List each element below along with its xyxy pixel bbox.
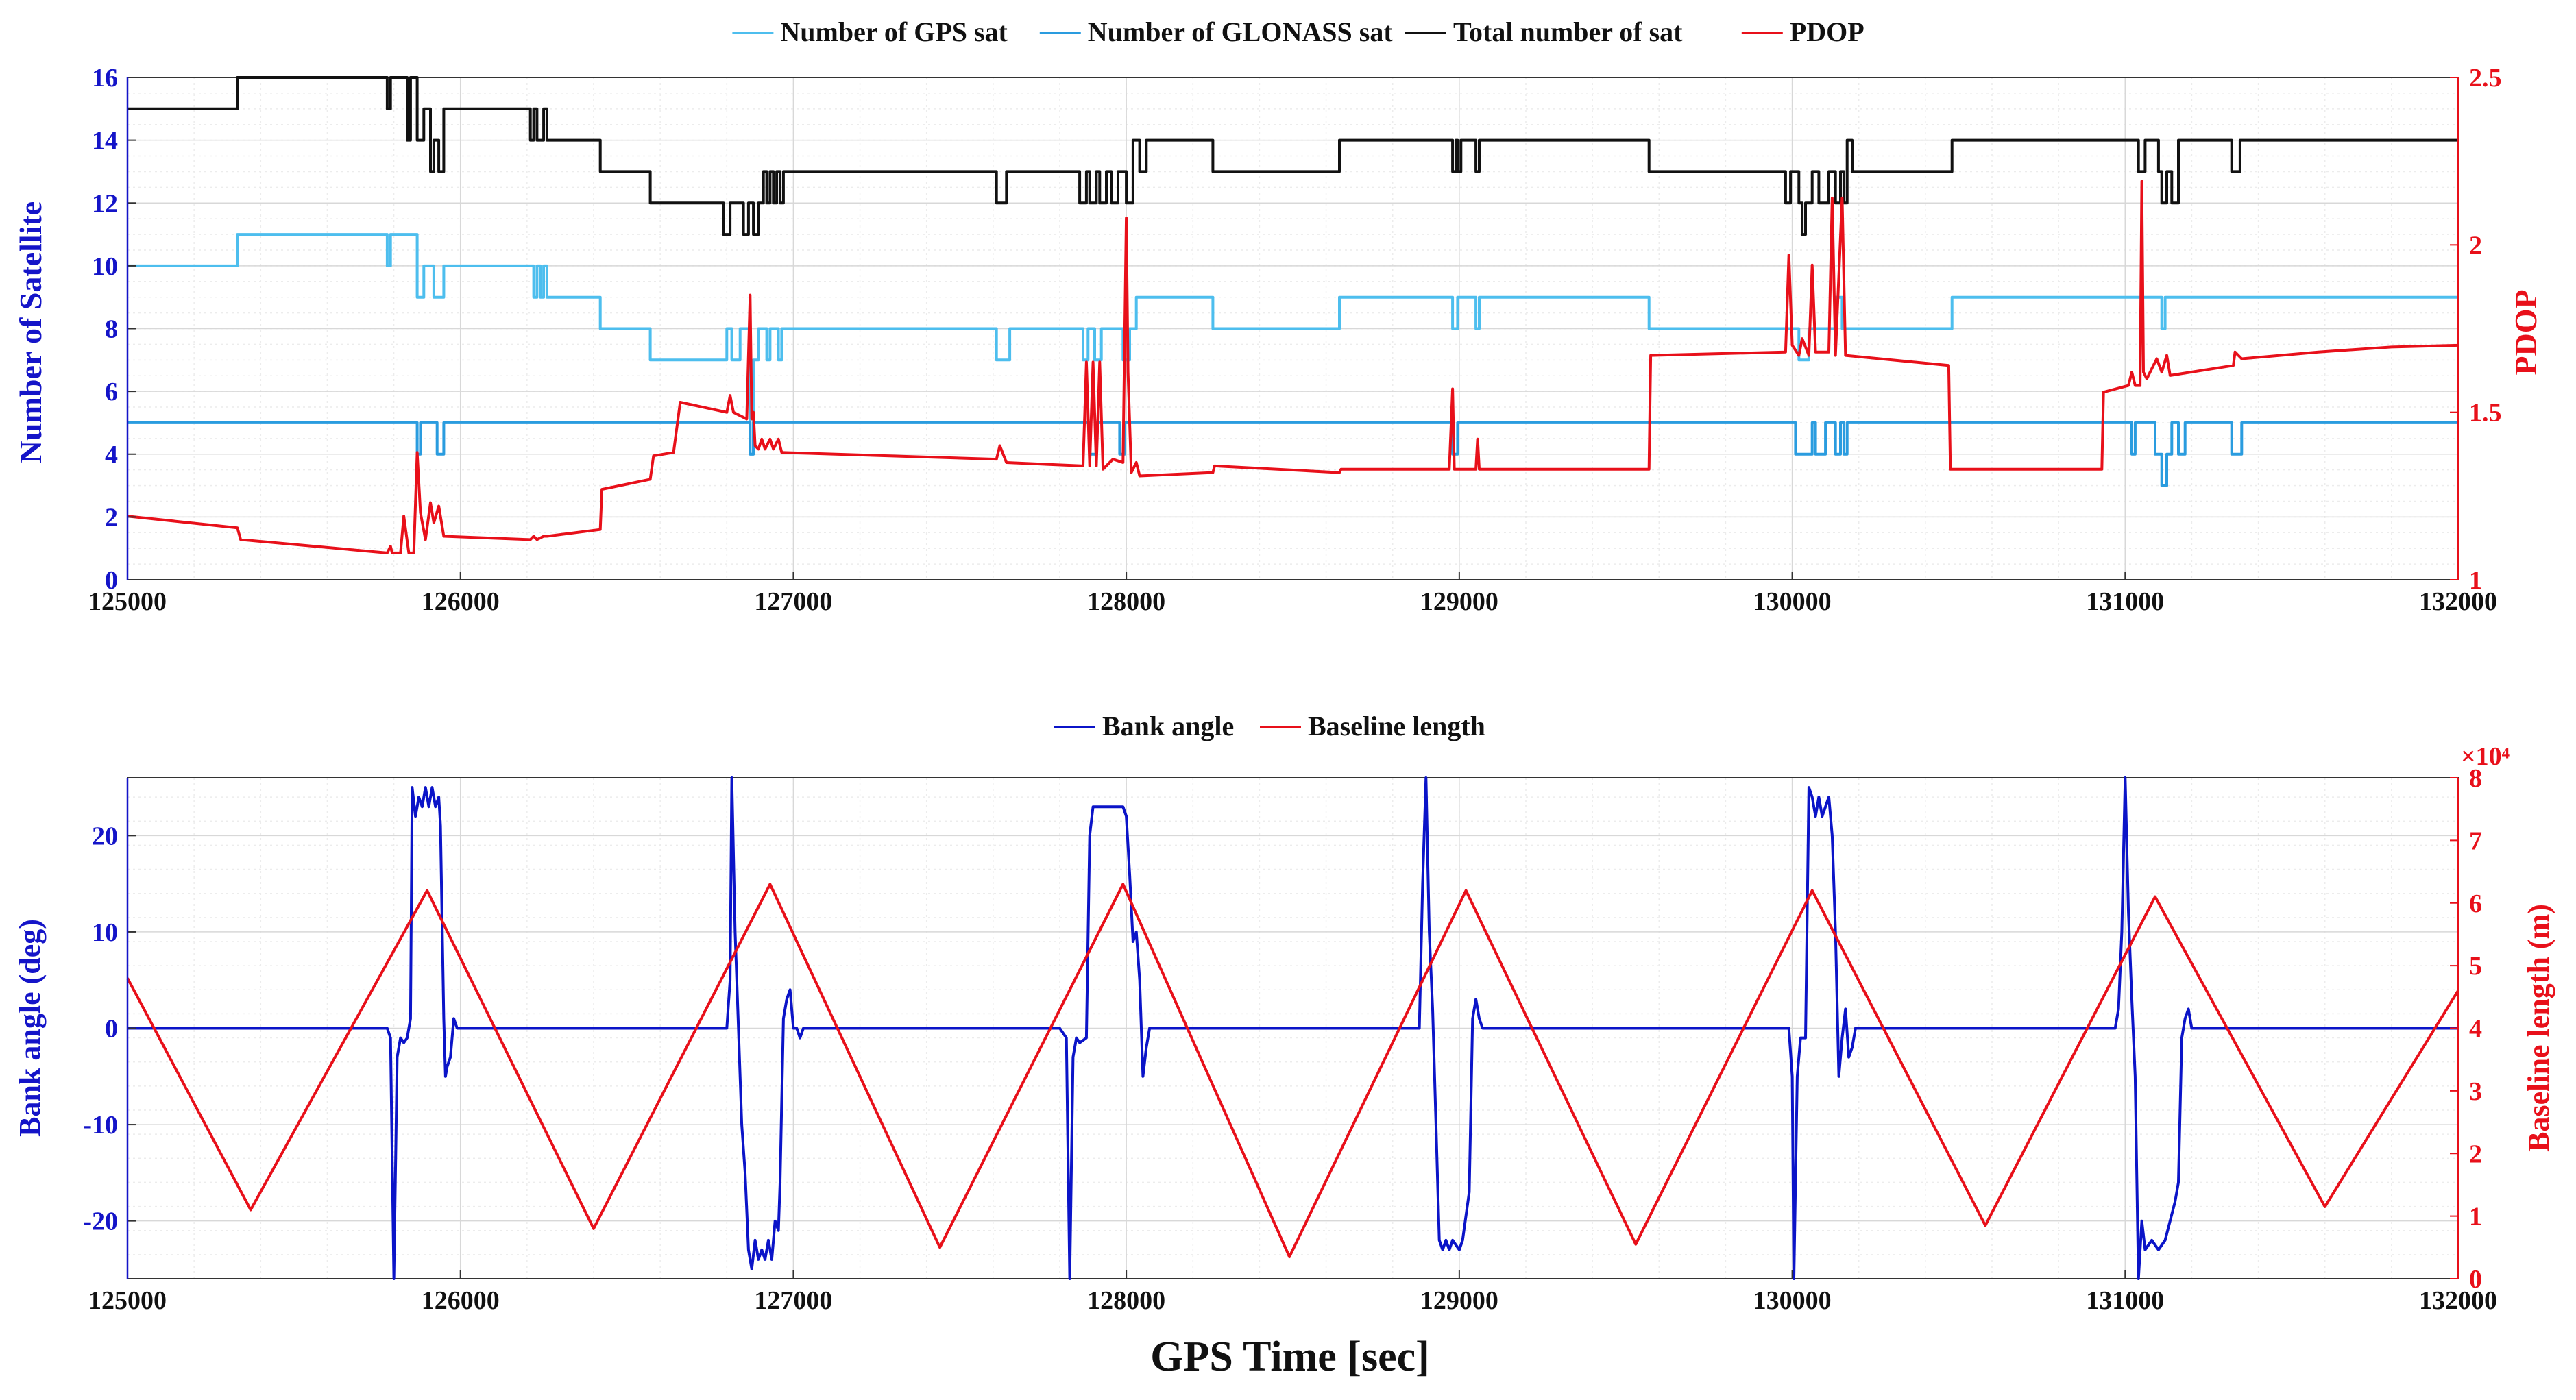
legend-item-baseline-length: Baseline length [1260,711,1485,741]
y-tick-label: 6 [105,378,118,406]
bottom-panel: 125000 126000 127000 128000 129000 130000 1310… [13,711,2555,1380]
x-tick-label: 130000 [1753,587,1832,616]
legend-item-total-number-of-sat: Total number of sat [1405,16,1683,47]
top-y-axis-label: Number of Satellite [13,201,48,463]
x-tick-label: 126000 [422,1286,500,1315]
top-y-right-axis-label: PDOP [2508,289,2543,375]
y-tick-label: 10 [92,918,118,947]
bottom-y-ticks: -20 -10 0 10 20 [83,778,136,1279]
x-tick-label: 126000 [422,587,500,616]
x-tick-label: 131000 [2086,1286,2164,1315]
bottom-legend: Bank angle Baseline length [1054,711,1485,741]
series-line-total-number-of-sat [127,76,2458,236]
y-tick-label: 8 [105,315,118,344]
y-right-tick-label: 1 [2469,566,2482,595]
y-right-tick-label: 0 [2469,1265,2482,1294]
y-tick-label: -20 [83,1207,118,1236]
series-line-bank-angle [127,776,2458,1280]
x-tick-label: 125000 [88,1286,167,1315]
bottom-x-ticks: 125000 126000 127000 128000 129000 130000 1310… [88,1270,2497,1315]
x-tick-label: 131000 [2086,587,2164,616]
bottom-series [126,776,2459,1280]
y-right-tick-label: 6 [2469,889,2482,918]
top-y-ticks: 0 2 4 6 8 10 12 14 16 [92,64,136,595]
legend-item-number-of-gps-sat: Number of GPS sat [732,16,1008,47]
y-tick-label: 14 [92,127,118,156]
bottom-y-axis-label: Bank angle (deg) [13,919,47,1137]
series-line-number-of-gps-sat [127,233,2458,456]
legend-label: PDOP [1790,16,1864,47]
x-tick-label: 132000 [2419,587,2497,616]
legend-item-bank-angle: Bank angle [1054,711,1234,741]
y-right-tick-label: 2.5 [2469,64,2502,93]
top-x-ticks: 125000 126000 127000 128000 129000 130000 1310… [88,572,2497,616]
legend-label: Number of GPS sat [780,16,1008,47]
top-legend: Number of GPS sat Number of GLONASS sat To… [732,16,1864,47]
x-tick-label: 130000 [1753,1286,1832,1315]
y-tick-label: 0 [105,566,118,595]
legend-label: Bank angle [1102,711,1234,741]
legend-item-pdop: PDOP [1741,16,1864,47]
y-right-tick-label: 7 [2469,826,2482,855]
x-tick-label: 129000 [1420,587,1498,616]
y-right-tick-label: 2 [2469,231,2482,260]
bottom-x-axis-label: GPS Time [sec] [1150,1334,1430,1380]
x-tick-label: 127000 [754,1286,832,1315]
legend-label: Total number of sat [1453,16,1683,47]
bottom-y-right-ticks: 0 1 2 3 4 5 6 7 8 [2450,764,2482,1294]
y-tick-label: 12 [92,189,118,218]
y-right-tick-label: 2 [2469,1140,2482,1168]
y-tick-label: 0 [105,1015,118,1044]
top-series [127,76,2459,554]
x-tick-label: 132000 [2419,1286,2497,1315]
y-right-tick-label: 1 [2469,1203,2482,1231]
y-right-tick-label: 1.5 [2469,399,2502,428]
y-tick-label: 10 [92,252,118,281]
y-tick-label: 20 [92,822,118,850]
y-tick-label: 4 [105,441,118,469]
y-tick-label: 2 [105,503,118,532]
series-line-number-of-glonass-sat [127,421,2458,487]
top-y-right-ticks: 1 1.5 2 2.5 [2450,64,2502,595]
y-right-tick-label: 8 [2469,764,2482,793]
x-tick-label: 128000 [1087,1286,1165,1315]
y-right-tick-label: 4 [2469,1015,2482,1044]
series-line-baseline-length [126,883,2459,1258]
y-tick-label: -10 [83,1111,118,1140]
x-tick-label: 128000 [1087,587,1165,616]
x-tick-label: 127000 [754,587,832,616]
legend-item-number-of-glonass-sat: Number of GLONASS sat [1039,16,1394,47]
y-right-tick-label: 5 [2469,952,2482,981]
bottom-right-axis-exponent: ×10⁴ [2461,742,2510,771]
series-line-pdop [127,180,2459,554]
x-tick-label: 129000 [1420,1286,1498,1315]
y-tick-label: 16 [92,64,118,93]
bottom-y-right-axis-label: Baseline length (m) [2522,904,2555,1152]
top-panel: 125000 126000 127000 128000 129000 130000 1310… [13,16,2543,616]
legend-label: Baseline length [1308,711,1485,741]
x-tick-label: 125000 [88,587,167,616]
legend-label: Number of GLONASS sat [1088,16,1394,47]
y-right-tick-label: 3 [2469,1077,2482,1106]
